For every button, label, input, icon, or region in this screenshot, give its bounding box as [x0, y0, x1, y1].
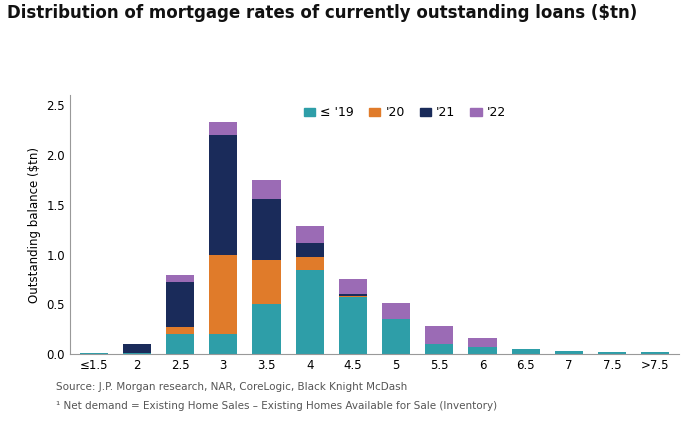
Bar — [468, 347, 496, 354]
Bar — [209, 122, 237, 135]
Bar — [425, 326, 454, 344]
Bar — [166, 276, 194, 283]
Bar — [123, 344, 151, 353]
Bar — [295, 270, 323, 354]
Text: Distribution of mortgage rates of currently outstanding loans ($tn): Distribution of mortgage rates of curren… — [7, 4, 637, 22]
Bar — [295, 243, 323, 257]
Bar — [339, 280, 367, 295]
Y-axis label: Outstanding balance ($tn): Outstanding balance ($tn) — [28, 146, 41, 303]
Bar — [425, 344, 454, 354]
Text: ¹ Net demand = Existing Home Sales – Existing Homes Available for Sale (Inventor: ¹ Net demand = Existing Home Sales – Exi… — [56, 401, 497, 411]
Bar — [209, 254, 237, 334]
Bar — [339, 295, 367, 296]
Bar — [253, 260, 281, 305]
Bar — [295, 257, 323, 270]
Text: Source: J.P. Morgan research, NAR, CoreLogic, Black Knight McDash: Source: J.P. Morgan research, NAR, CoreL… — [56, 382, 407, 392]
Bar — [339, 296, 367, 297]
Bar — [339, 297, 367, 354]
Bar — [382, 319, 410, 354]
Bar — [641, 352, 669, 354]
Bar — [80, 353, 108, 354]
Bar — [123, 353, 151, 354]
Bar — [166, 334, 194, 354]
Bar — [166, 327, 194, 334]
Bar — [512, 349, 540, 354]
Bar — [382, 303, 410, 319]
Bar — [253, 180, 281, 199]
Bar — [468, 338, 496, 347]
Bar — [253, 199, 281, 260]
Bar — [598, 352, 626, 354]
Legend: ≤ '19, '20, '21, '22: ≤ '19, '20, '21, '22 — [299, 101, 511, 124]
Bar — [166, 283, 194, 327]
Bar — [555, 351, 583, 354]
Bar — [253, 305, 281, 354]
Bar — [209, 334, 237, 354]
Bar — [209, 135, 237, 254]
Bar — [295, 226, 323, 243]
